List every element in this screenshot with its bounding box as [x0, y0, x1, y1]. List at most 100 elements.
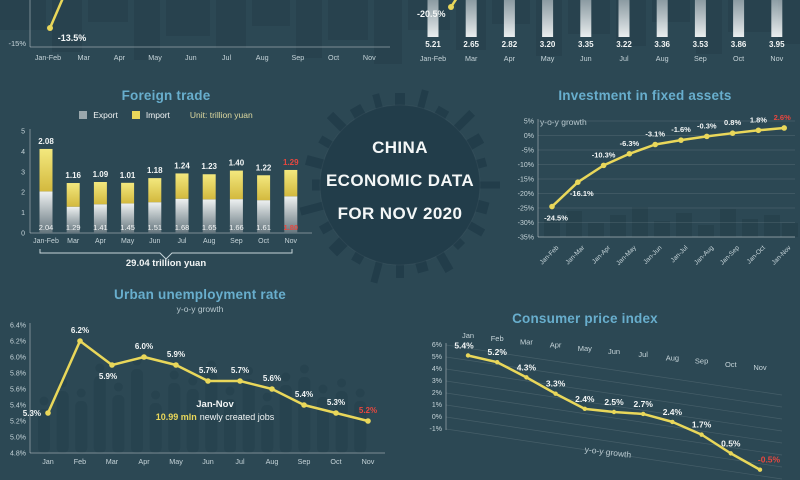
import-bar: [66, 183, 80, 207]
building-silhouette: [328, 0, 368, 40]
xtick-label: Nov: [363, 53, 376, 62]
xtick-label: Jan-Feb: [539, 244, 561, 266]
export-bar: [148, 202, 162, 233]
import-value-label: 1.16: [65, 171, 81, 180]
ytick-label: 0%: [432, 414, 442, 421]
xtick-label: Jul: [178, 238, 187, 245]
import-bar: [284, 169, 298, 197]
xtick-label: Jan-Apr: [591, 244, 613, 266]
point-label: 4.3%: [517, 362, 537, 372]
export-bar: [257, 200, 271, 233]
person-head: [281, 372, 291, 382]
data-point: [781, 125, 787, 131]
point-label: -16.1%: [570, 189, 594, 198]
import-value-label: 1.29: [283, 158, 299, 167]
xtick-label: Jul: [638, 350, 648, 359]
xtick-label: Jul: [619, 54, 629, 63]
xtick-label: Feb: [491, 334, 504, 343]
xtick-label: Mar: [78, 53, 91, 62]
export-bar: [175, 198, 189, 233]
xtick-label: Jan-Feb: [35, 53, 61, 62]
line-series: [551, 126, 785, 208]
data-point: [365, 418, 371, 424]
building-silhouette: [544, 219, 560, 237]
data-point: [757, 467, 763, 472]
xtick-label: Jan: [462, 331, 474, 340]
xtick-label: Sep: [230, 238, 243, 245]
xtick-label: Jan-Sep: [719, 244, 741, 266]
person-head: [262, 392, 272, 402]
xtick-label: Jun: [185, 53, 197, 62]
ytick-label: -10%: [518, 162, 534, 169]
person-head: [113, 382, 123, 392]
person-head: [299, 364, 309, 374]
data-point: [611, 409, 617, 415]
annotation-period: Jan-Nov: [196, 399, 234, 410]
xtick-label: Jun: [202, 457, 214, 466]
bar: [733, 0, 745, 37]
import-bar: [121, 182, 135, 204]
ytick-label: 5: [21, 129, 25, 136]
bar: [503, 0, 515, 37]
person-body: [186, 389, 199, 453]
xtick-label: Apr: [138, 457, 150, 466]
cropped-bar-chart: 5.21 Jan-Feb 2.65 Mar 2.82 Apr 3.20 May 3.35 Jun 3…: [417, 0, 785, 63]
bar-value-label: 3.20: [540, 40, 556, 49]
building-silhouette: [216, 0, 246, 48]
export-value-label: 1.65: [202, 223, 217, 232]
export-bar: [39, 191, 53, 233]
person-head: [355, 388, 365, 398]
ytick-label: 6.4%: [10, 323, 26, 330]
gridline: [445, 428, 783, 480]
xtick-label: Mar: [67, 238, 80, 245]
annotation-number: 10.99 mln: [155, 412, 197, 422]
building-silhouette: [610, 215, 626, 237]
xtick-label: Jul: [222, 53, 232, 62]
xtick-label: Jan-Feb: [420, 54, 446, 63]
ytick-label: -30%: [518, 220, 534, 227]
building-silhouette: [698, 225, 714, 237]
gridline: [445, 404, 783, 456]
export-value-label: 1.45: [120, 223, 135, 232]
gridline: [445, 344, 783, 396]
point-label: 5.2%: [488, 347, 508, 357]
person-head: [39, 396, 49, 406]
person-body: [131, 369, 143, 453]
point-label: -20.5%: [417, 9, 446, 19]
person-silhouette: [317, 384, 329, 453]
data-point: [109, 362, 115, 368]
export-value-label: 1.29: [66, 223, 81, 232]
ytick-label: 5.2%: [10, 419, 26, 426]
person-body: [298, 377, 311, 453]
xtick-label: Oct: [258, 238, 269, 245]
ytick-label: 0%: [524, 133, 534, 140]
point-label: 2.5%: [604, 397, 624, 407]
export-value-label: 2.04: [39, 223, 54, 232]
person-body: [112, 395, 125, 453]
xtick-label: Nov: [753, 363, 767, 372]
total-bracket: [39, 249, 293, 260]
xtick-label: Apr: [550, 341, 562, 350]
export-legend-label: Export: [93, 110, 118, 120]
data-point: [301, 402, 307, 408]
xtick-label: Jan-Mar: [564, 244, 586, 266]
ytick-label: 6.0%: [10, 355, 26, 362]
person-head: [318, 384, 328, 394]
person-silhouette: [186, 376, 199, 453]
import-bar: [175, 173, 189, 199]
bar-value-label: 5.21: [425, 40, 441, 49]
person-head: [225, 386, 235, 396]
person-body: [168, 383, 181, 453]
point-label: -10.3%: [592, 150, 616, 159]
export-bar: [284, 196, 298, 233]
xtick-label: Aug: [203, 238, 216, 245]
import-bar: [229, 170, 243, 200]
export-value-label: 1.66: [229, 223, 244, 232]
data-point: [495, 360, 500, 365]
point-label: 5.4%: [454, 340, 474, 350]
point-label: 2.6%: [774, 113, 791, 122]
cpi-title: Consumer price index: [512, 311, 658, 326]
unit-label: Unit: trillion yuan: [189, 110, 253, 120]
ytick-label: 1%: [432, 402, 442, 409]
